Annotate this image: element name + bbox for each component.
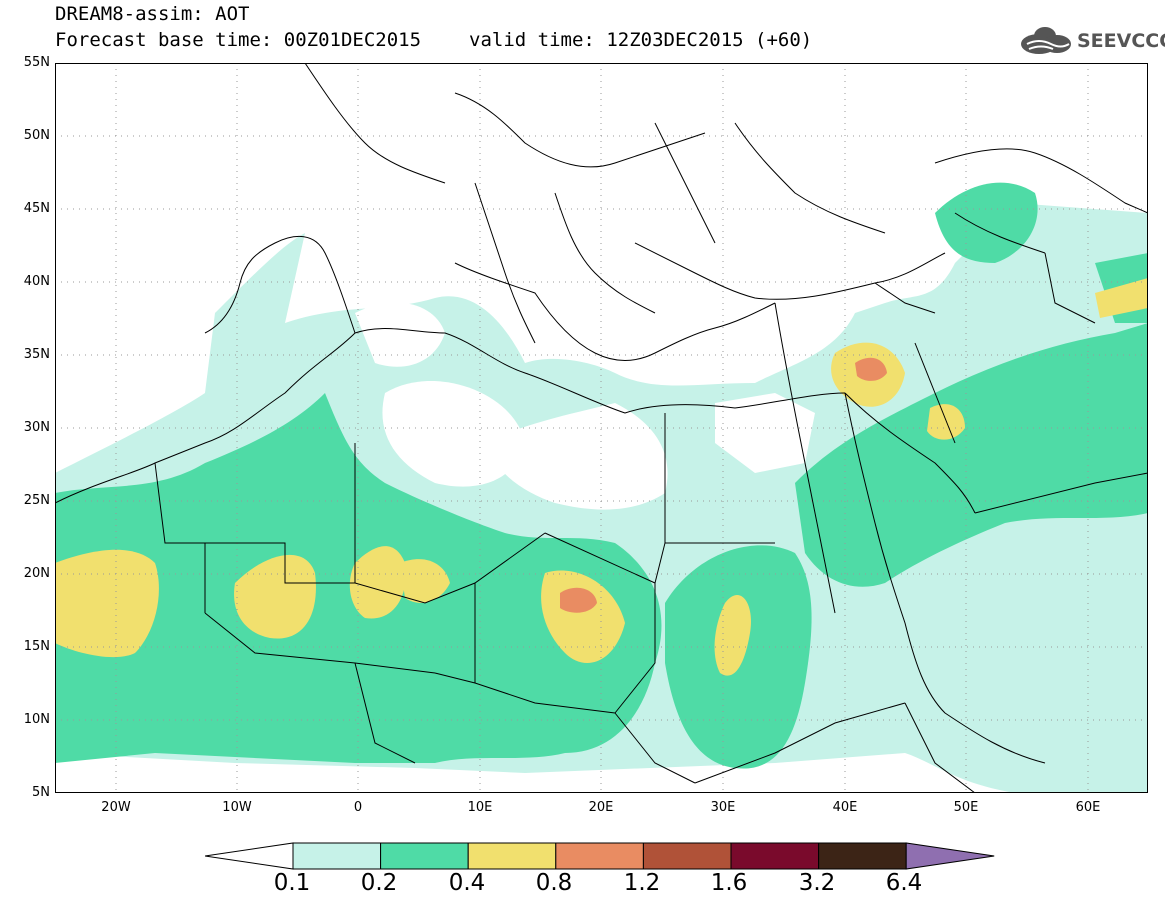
coastlines-borders: [55, 63, 1148, 793]
time-info: Forecast base time: 00Z01DEC2015 valid ti…: [55, 30, 812, 50]
colorbar-level: 1.2: [623, 870, 661, 896]
colorbar-level: 0.1: [273, 870, 311, 896]
lat-label: 5N: [32, 785, 50, 800]
lat-label: 30N: [23, 420, 50, 435]
lat-label: 20N: [23, 566, 50, 581]
colorbar-cell: [818, 842, 907, 870]
colorbar-cell: [292, 842, 382, 870]
colorbar: [205, 842, 995, 870]
aot-field: [55, 182, 1148, 793]
seevccc-logo: SEEVCCC: [1017, 24, 1165, 58]
lat-label: 25N: [23, 493, 50, 508]
map-frame: [55, 63, 1148, 793]
chart-title: DREAM8-assim: AOT: [55, 3, 250, 25]
colorbar-cell: [642, 842, 732, 870]
lon-label: 10E: [467, 800, 493, 815]
cloud-icon: [1021, 27, 1071, 54]
lat-label: 40N: [23, 274, 50, 289]
lon-label: 0: [353, 800, 363, 815]
colorbar-level: 0.2: [360, 870, 398, 896]
lon-label: 20E: [588, 800, 614, 815]
lon-label: 60E: [1075, 800, 1101, 815]
base-time: Forecast base time: 00Z01DEC2015: [55, 29, 422, 51]
colorbar-level: 0.8: [535, 870, 573, 896]
colorbar-level: 6.4: [885, 870, 923, 896]
colorbar-level: 0.4: [448, 870, 486, 896]
colorbar-level: 1.6: [710, 870, 748, 896]
colorbar-cell: [555, 842, 644, 870]
lat-label: 50N: [23, 128, 50, 143]
lon-label: 40E: [832, 800, 858, 815]
colorbar-over-triangle: [905, 842, 995, 870]
graticule: [55, 63, 1148, 793]
lat-label: 35N: [23, 347, 50, 362]
lat-label: 55N: [23, 55, 50, 70]
colorbar-cell: [380, 842, 469, 870]
lat-label: 15N: [23, 639, 50, 654]
colorbar-cell: [467, 842, 557, 870]
colorbar-cell: [730, 842, 820, 870]
lon-label: 10W: [222, 800, 252, 815]
colorbar-under-triangle: [205, 842, 294, 870]
valid-time: valid time: 12Z03DEC2015 (+60): [469, 29, 813, 51]
lat-label: 10N: [23, 712, 50, 727]
lon-label: 50E: [953, 800, 979, 815]
lat-label: 45N: [23, 201, 50, 216]
lon-label: 30E: [710, 800, 736, 815]
aot-map: [55, 63, 1148, 793]
lon-label: 20W: [101, 800, 131, 815]
colorbar-level: 3.2: [798, 870, 836, 896]
logo-text: SEEVCCC: [1077, 30, 1165, 52]
